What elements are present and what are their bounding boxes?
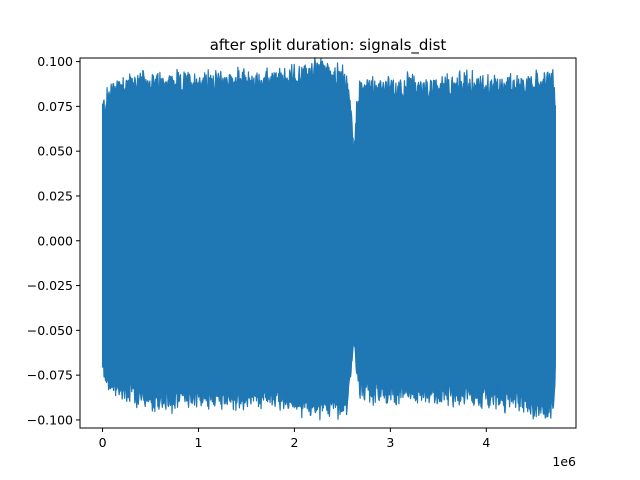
y-tick-label: 0.050 (37, 144, 73, 159)
x-axis-scale-label: 1e6 (552, 454, 576, 469)
x-tick-label: 0 (99, 435, 107, 450)
axes-frame (79, 57, 577, 429)
y-tick-label: −0.075 (27, 368, 73, 383)
x-tick-label: 2 (290, 435, 298, 450)
x-axis: 0 1 2 3 4 (99, 428, 490, 450)
x-tick-label: 1 (195, 435, 203, 450)
series-line-0 (101, 57, 556, 421)
y-tick-label: 0.000 (37, 233, 73, 248)
y-tick-label: −0.050 (27, 323, 73, 338)
y-tick-label: −0.100 (27, 412, 73, 427)
y-tick-label: 0.100 (37, 54, 73, 69)
x-tick-label: 3 (386, 435, 394, 450)
y-tick-label: −0.025 (27, 278, 73, 293)
y-tick-label: 0.075 (37, 99, 73, 114)
chart-title: after split duration: signals_dist (210, 36, 447, 55)
y-axis: −0.100 −0.075 −0.050 −0.025 0.000 0.025 0.050 0… (27, 54, 80, 427)
x-tick-label: 4 (482, 435, 490, 450)
y-tick-label: 0.025 (37, 188, 73, 203)
plot-area (101, 57, 556, 421)
